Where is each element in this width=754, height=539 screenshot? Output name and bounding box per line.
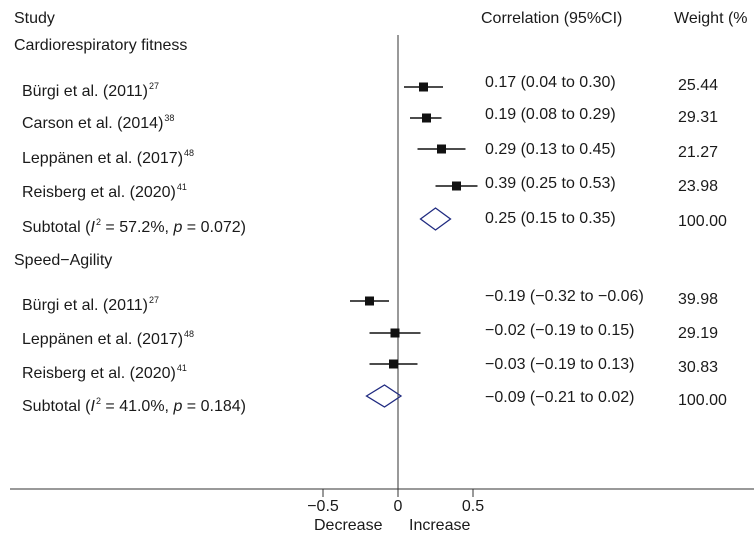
subtotal-diamond: [419, 207, 452, 231]
subtotal-ci-text: −0.09 (−0.21 to 0.02): [485, 389, 635, 406]
subtotal-label: Subtotal (I2 = 41.0%, p = 0.184): [22, 392, 246, 416]
ci-text: 0.17 (0.04 to 0.30): [485, 74, 616, 91]
ci-text: 0.29 (0.13 to 0.45): [485, 141, 616, 158]
reference-superscript: 27: [149, 295, 160, 305]
header-weight: Weight (%: [674, 10, 748, 27]
i-squared-superscript: 2: [95, 396, 101, 406]
ci-text: −0.19 (−0.32 to −0.06): [485, 288, 644, 305]
ci-text: −0.03 (−0.19 to 0.13): [485, 356, 635, 373]
reference-superscript: 38: [164, 113, 175, 123]
i-squared-superscript: 2: [95, 217, 101, 227]
study-name: Reisberg et al. (2020): [22, 184, 176, 201]
study-label: Leppänen et al. (2017)48: [22, 144, 194, 168]
study-name: Carson et al. (2014): [22, 115, 164, 132]
i-squared-value: = 57.2%,: [100, 219, 174, 236]
study-label: Carson et al. (2014)38: [22, 109, 174, 133]
weight-value: 39.98: [678, 291, 719, 308]
weight-value: 25.44: [678, 77, 719, 94]
study-label: Bürgi et al. (2011)27: [22, 77, 159, 101]
header-study: Study: [14, 10, 55, 27]
weight-value: 23.98: [678, 178, 719, 195]
ci-text: 0.39 (0.25 to 0.53): [485, 175, 616, 192]
x-tick-label: 0: [393, 498, 403, 515]
p-letter: p: [173, 219, 183, 236]
x-tick-label: 0.5: [461, 498, 485, 515]
study-name: Leppänen et al. (2017): [22, 331, 184, 348]
study-name: Leppänen et al. (2017): [22, 150, 184, 167]
study-label: Leppänen et al. (2017)48: [22, 325, 194, 349]
study-name: Reisberg et al. (2020): [22, 365, 176, 382]
reference-superscript: 48: [184, 329, 195, 339]
p-value: = 0.184): [182, 398, 246, 415]
group-heading: Speed−Agility: [14, 252, 113, 269]
ci-text: 0.19 (0.08 to 0.29): [485, 106, 616, 123]
subtotal-diamond: [365, 384, 403, 408]
point-estimate-marker: [365, 296, 374, 306]
study-label: Bürgi et al. (2011)27: [22, 291, 159, 315]
x-tick-label: −0.5: [307, 498, 339, 515]
x-label-increase: Increase: [409, 517, 471, 534]
subtotal-weight: 100.00: [678, 392, 727, 409]
study-name: Bürgi et al. (2011): [22, 297, 148, 314]
i-squared-letter: I: [90, 219, 95, 236]
reference-superscript: 27: [149, 81, 160, 91]
header-estimate: Correlation (95%CI): [481, 10, 623, 27]
weight-value: 29.19: [678, 325, 719, 342]
subtotal-ci-text: 0.25 (0.15 to 0.35): [485, 210, 616, 227]
subtotal-prefix: Subtotal (: [22, 398, 91, 415]
weight-value: 21.27: [678, 144, 719, 161]
reference-superscript: 48: [184, 148, 195, 158]
point-estimate-marker: [437, 144, 446, 154]
subtotal-weight: 100.00: [678, 213, 727, 230]
point-estimate-marker: [422, 113, 431, 123]
point-estimate-marker: [389, 359, 398, 369]
study-label: Reisberg et al. (2020)41: [22, 359, 187, 383]
reference-superscript: 41: [176, 182, 187, 192]
subtotal-prefix: Subtotal (: [22, 219, 91, 236]
i-squared-value: = 41.0%,: [100, 398, 174, 415]
x-label-decrease: Decrease: [314, 517, 383, 534]
p-value: = 0.072): [182, 219, 246, 236]
reference-superscript: 41: [176, 363, 187, 373]
weight-value: 30.83: [678, 359, 719, 376]
p-letter: p: [173, 398, 183, 415]
ci-text: −0.02 (−0.19 to 0.15): [485, 322, 635, 339]
point-estimate-marker: [419, 82, 428, 92]
group-heading: Cardiorespiratory fitness: [14, 37, 188, 54]
i-squared-letter: I: [90, 398, 95, 415]
weight-value: 29.31: [678, 109, 719, 126]
study-label: Reisberg et al. (2020)41: [22, 178, 187, 202]
subtotal-label: Subtotal (I2 = 57.2%, p = 0.072): [22, 213, 246, 237]
point-estimate-marker: [390, 328, 400, 338]
point-estimate-marker: [452, 181, 461, 191]
study-name: Bürgi et al. (2011): [22, 83, 148, 100]
